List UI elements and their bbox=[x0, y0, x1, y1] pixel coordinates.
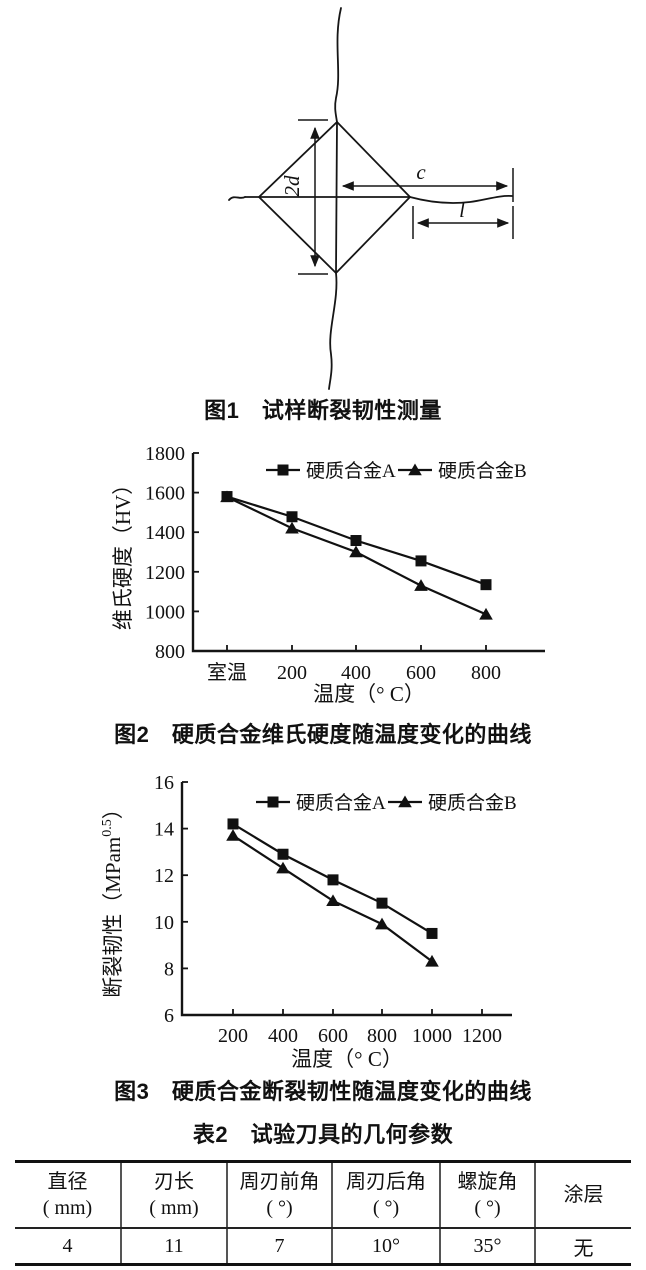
figure2-caption: 图2 硬质合金维氏硬度随温度变化的曲线 bbox=[114, 722, 532, 747]
series-1-marker bbox=[414, 579, 428, 591]
y-axis-title: 断裂韧性（MPam0.5） bbox=[100, 798, 125, 998]
dim-l-label: l bbox=[459, 198, 465, 222]
x-tick-label: 1200 bbox=[462, 1025, 502, 1047]
col-header-rake-angle: 周刃前角 ( °) bbox=[227, 1161, 333, 1229]
y-tick-label: 1600 bbox=[145, 483, 185, 505]
series-1-marker bbox=[226, 829, 240, 841]
x-axis-title: 温度（° C） bbox=[313, 682, 425, 706]
cell-helix-angle: 35° bbox=[440, 1228, 536, 1265]
x-tick-label: 600 bbox=[318, 1025, 348, 1047]
col-header-label: 刃长 bbox=[154, 1171, 194, 1193]
series-0-marker bbox=[426, 927, 438, 939]
y-tick-label: 12 bbox=[154, 865, 174, 887]
x-tick-label: 400 bbox=[268, 1025, 298, 1047]
series-0-marker bbox=[327, 874, 339, 886]
x-tick-label: 室温 bbox=[207, 661, 247, 684]
y-tick-label: 14 bbox=[154, 819, 174, 841]
col-header-flute-length: 刃长 ( mm) bbox=[121, 1161, 228, 1229]
x-tick-label: 400 bbox=[341, 662, 371, 684]
series-0-marker bbox=[277, 848, 289, 860]
y-tick-label: 1200 bbox=[145, 562, 185, 584]
series-1-marker bbox=[276, 861, 290, 874]
x-tick-label: 200 bbox=[277, 662, 307, 684]
series-1-marker bbox=[375, 917, 389, 930]
col-header-coating: 涂层 bbox=[535, 1161, 631, 1229]
y-tick-label: 6 bbox=[164, 1005, 174, 1027]
cell-coating: 无 bbox=[573, 1237, 594, 1260]
x-tick-label: 800 bbox=[367, 1025, 397, 1047]
legend-0-marker bbox=[267, 796, 279, 808]
x-tick-label: 1000 bbox=[412, 1025, 452, 1047]
legend-0-label: 硬质合金A bbox=[296, 792, 386, 814]
table-data-row: 4 11 7 10° 35° 无 bbox=[15, 1228, 631, 1265]
cell-diameter: 4 bbox=[15, 1228, 122, 1265]
tool-geometry-table: 直径 ( mm) 刃长 ( mm) 周刃前角 ( °) 周刃后角 ( °) 螺旋… bbox=[15, 1160, 631, 1266]
y-tick-label: 1800 bbox=[145, 443, 185, 465]
y-tick-label: 16 bbox=[154, 772, 174, 794]
y-tick-label: 8 bbox=[164, 958, 174, 980]
table-header-row: 直径 ( mm) 刃长 ( mm) 周刃前角 ( °) 周刃后角 ( °) 螺旋… bbox=[15, 1161, 631, 1229]
figure1-caption: 图1 试样断裂韧性测量 bbox=[204, 398, 442, 423]
series-1-marker bbox=[349, 545, 363, 558]
figure3-caption: 图3 硬质合金断裂韧性随温度变化的曲线 bbox=[114, 1079, 532, 1104]
series-1-marker bbox=[285, 521, 299, 534]
legend-0-marker bbox=[277, 464, 289, 476]
legend-1-label: 硬质合金B bbox=[438, 460, 527, 482]
dim-c-label: c bbox=[416, 160, 426, 184]
cell-rake-angle: 7 bbox=[227, 1228, 333, 1265]
crack-right bbox=[409, 194, 513, 204]
crack-top bbox=[334, 7, 342, 123]
dim-2d-label: 2d bbox=[280, 175, 304, 197]
legend-1-marker bbox=[398, 795, 412, 808]
y-tick-label: 1400 bbox=[145, 522, 185, 544]
series-0-marker bbox=[350, 535, 362, 547]
col-header-unit: ( mm) bbox=[42, 1197, 93, 1219]
figure1-diagram: 2d c l bbox=[228, 7, 514, 390]
col-header-label: 直径 bbox=[47, 1171, 88, 1193]
col-header-unit: ( °) bbox=[372, 1197, 400, 1219]
figure3-chart: 6 8 10 12 14 16 200 400 600 800 1000 1200 硬质合金A 硬质合金B… bbox=[100, 772, 517, 1071]
legend-1-marker bbox=[408, 463, 422, 476]
x-tick-label: 200 bbox=[218, 1025, 248, 1047]
crack-left bbox=[228, 196, 246, 201]
series-0-marker bbox=[227, 818, 239, 830]
legend-0-label: 硬质合金A bbox=[306, 460, 396, 482]
col-header-diameter: 直径 ( mm) bbox=[15, 1161, 122, 1229]
col-header-unit: ( mm) bbox=[149, 1197, 199, 1219]
cell-clearance-angle: 10° bbox=[332, 1228, 441, 1265]
series-0-marker bbox=[286, 511, 298, 523]
col-header-label: 周刃后角 bbox=[346, 1171, 426, 1193]
series-0-marker bbox=[480, 579, 492, 591]
col-header-label: 周刃前角 bbox=[239, 1171, 320, 1193]
col-header-clearance-angle: 周刃后角 ( °) bbox=[332, 1161, 441, 1229]
col-header-helix-angle: 螺旋角 ( °) bbox=[440, 1161, 536, 1229]
col-header-unit: ( °) bbox=[266, 1197, 293, 1219]
series-0-marker bbox=[376, 897, 388, 909]
col-header-label: 涂层 bbox=[563, 1184, 604, 1206]
y-tick-label: 800 bbox=[155, 641, 185, 663]
series-1-marker bbox=[479, 607, 493, 620]
axis-lines bbox=[180, 782, 512, 1017]
crack-bottom bbox=[328, 272, 338, 390]
series-0-marker bbox=[415, 555, 427, 567]
x-tick-label: 800 bbox=[471, 662, 501, 684]
axis-lines bbox=[191, 453, 545, 653]
figure2-chart: 800 1000 1200 1400 1600 1800 室温 200 400 600 800 硬质合… bbox=[111, 443, 545, 706]
table2-caption: 表2 试验刀具的几何参数 bbox=[192, 1122, 454, 1147]
x-axis-title: 温度（° C） bbox=[291, 1047, 403, 1071]
legend-1-label: 硬质合金B bbox=[428, 792, 517, 814]
series-1-marker bbox=[425, 954, 439, 967]
y-axis-title: 维氏硬度（HV） bbox=[111, 474, 135, 630]
col-header-unit: ( °) bbox=[474, 1197, 501, 1219]
y-tick-label: 1000 bbox=[145, 601, 185, 623]
series-1-marker bbox=[326, 894, 340, 907]
y-tick-label: 10 bbox=[154, 912, 174, 934]
series-0-marker bbox=[221, 491, 233, 503]
cell-flute-length: 11 bbox=[121, 1228, 228, 1265]
col-header-label: 螺旋角 bbox=[457, 1171, 518, 1193]
x-tick-label: 600 bbox=[406, 662, 436, 684]
